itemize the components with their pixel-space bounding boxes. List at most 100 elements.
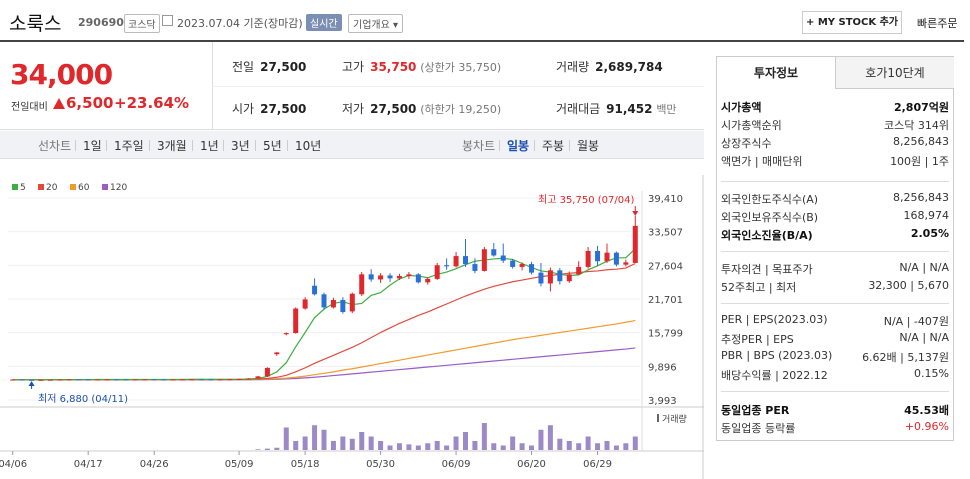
info-row: 투자의견 | 목표주가 N/A | N/A xyxy=(721,261,949,279)
info-label: 동일업종 PER xyxy=(721,404,790,417)
quick-order-button[interactable]: 빠른주문 xyxy=(917,17,958,30)
tab-weekly[interactable]: 주봉 xyxy=(542,139,565,153)
candle-body xyxy=(104,379,110,381)
tab-10year[interactable]: 10년 xyxy=(295,139,322,153)
info-row: 상장주식수 8,256,843 xyxy=(721,135,949,153)
candle-body xyxy=(566,274,572,282)
volume-bar xyxy=(302,436,308,450)
volume-bar xyxy=(491,443,497,450)
legend-label: 120 xyxy=(110,183,127,193)
volume-bar xyxy=(293,441,299,450)
candle-body xyxy=(161,379,167,381)
volume-bar xyxy=(500,445,506,450)
volume-bar xyxy=(312,425,318,450)
candle-body xyxy=(604,252,610,262)
add-my-stock-button[interactable]: + MY STOCK 추가 xyxy=(802,11,902,34)
candle-body xyxy=(472,264,478,271)
panel-divider xyxy=(721,251,949,252)
candlestick-chart[interactable]: 5 20 60 120 39,410 33,507 27,604 21,701 15,799 9,… xyxy=(0,175,704,479)
tab-daily[interactable]: 일봉 xyxy=(507,139,530,153)
info-value: 2,807억원 xyxy=(893,101,949,114)
stock-name: 소룩스 xyxy=(9,13,62,35)
header-divider xyxy=(0,40,964,42)
tab-5year[interactable]: 5년 xyxy=(263,139,282,153)
info-row: PER | EPS(2023.03) N/A | -407원 xyxy=(721,313,949,331)
candle-body xyxy=(47,379,53,381)
candle-body xyxy=(396,276,402,279)
tab-1week[interactable]: 1주일 xyxy=(114,139,144,153)
trade-amount: 거래대금 91,452 백만 xyxy=(556,102,677,116)
volume-bar xyxy=(595,443,601,450)
info-value: 0.15% xyxy=(914,367,949,380)
volume-bar xyxy=(425,443,431,450)
volume-bar xyxy=(349,438,355,450)
y-tick-label: 3,993 xyxy=(648,396,677,407)
volume-label: 거래량 xyxy=(662,413,687,425)
candle-body xyxy=(208,379,214,381)
info-value: 2.05% xyxy=(910,227,949,240)
legend-label: 20 xyxy=(46,183,58,193)
info-label: PER | EPS(2023.03) xyxy=(721,313,828,326)
info-row: 배당수익률 | 2022.12 0.15% xyxy=(721,367,949,385)
candle-body xyxy=(19,379,25,381)
info-value: N/A | -407원 xyxy=(883,315,949,328)
tab-hoga-10[interactable]: 호가10단계 xyxy=(836,57,954,89)
volume-bar xyxy=(481,423,487,450)
volume-bar xyxy=(623,443,629,450)
calendar-icon xyxy=(162,15,173,26)
volume-bar xyxy=(444,445,450,450)
candle-body xyxy=(510,260,516,267)
high-arrow-head xyxy=(632,211,639,216)
candle-body xyxy=(57,379,63,381)
tab-line-chart[interactable]: 선차트 xyxy=(38,139,72,153)
prev-close: 전일 27,500 xyxy=(232,60,307,74)
legend-swatch xyxy=(70,184,76,190)
candle-body xyxy=(576,266,582,275)
candle-body xyxy=(123,379,129,381)
candle-body xyxy=(519,264,525,267)
market-badge: 코스닥 xyxy=(124,14,160,33)
divider xyxy=(212,86,704,87)
realtime-button[interactable]: 실시간 xyxy=(306,14,342,31)
info-row: 동일업종 PER 45.53배 xyxy=(721,402,949,420)
legend-swatch xyxy=(38,184,44,190)
tab-1day[interactable]: 1일 xyxy=(83,139,102,153)
info-label: 투자의견 | 목표주가 xyxy=(721,263,813,276)
change-amount: 6,500 xyxy=(66,94,114,112)
candle-body xyxy=(293,308,299,334)
tab-investment-info[interactable]: 투자정보 xyxy=(717,57,836,89)
tab-monthly[interactable]: 월봉 xyxy=(577,139,600,153)
y-tick-label: 33,507 xyxy=(648,228,683,239)
info-label: 외국인소진율(B/A) xyxy=(721,229,813,242)
low-arrow-head xyxy=(28,381,35,386)
volume-legend-swatch xyxy=(657,414,659,422)
price-summary: 34,000 전일대비 6,500 +23.64% 전일 27,500 고가 35,… xyxy=(0,42,704,130)
current-price: 34,000 xyxy=(10,58,113,91)
info-label: 상장주식수 xyxy=(721,137,772,150)
candle-body xyxy=(547,270,553,284)
candle-body xyxy=(151,379,157,381)
tab-3month[interactable]: 3개월 xyxy=(157,139,187,153)
tab-1year[interactable]: 1년 xyxy=(200,139,219,153)
candle-body xyxy=(113,379,119,381)
x-tick-label: 04/17 xyxy=(74,459,103,470)
candle-body xyxy=(321,294,327,308)
candle-body xyxy=(312,285,318,295)
tab-3year[interactable]: 3년 xyxy=(231,139,250,153)
x-tick-label: 05/09 xyxy=(225,459,254,470)
info-value: 100원 | 1주 xyxy=(890,155,949,168)
volume-bar xyxy=(283,427,289,450)
candle-body xyxy=(500,255,506,261)
candle-body xyxy=(142,379,148,381)
info-label: 시가총액순위 xyxy=(721,119,782,132)
candle-body xyxy=(623,262,629,265)
tab-candle-chart[interactable]: 봉차트 xyxy=(462,139,496,153)
base-date: 2023.07.04 기준(장마감) xyxy=(177,17,303,30)
info-row: PBR | BPS (2023.03) 6.62배 | 5,137원 xyxy=(721,349,949,367)
candle-body xyxy=(255,376,261,379)
volume-bar xyxy=(613,445,619,450)
volume-bar xyxy=(340,436,346,450)
corp-info-dropdown[interactable]: 기업개요 ▾ xyxy=(348,14,403,33)
candle-body xyxy=(613,252,619,265)
candle-body xyxy=(481,249,487,271)
